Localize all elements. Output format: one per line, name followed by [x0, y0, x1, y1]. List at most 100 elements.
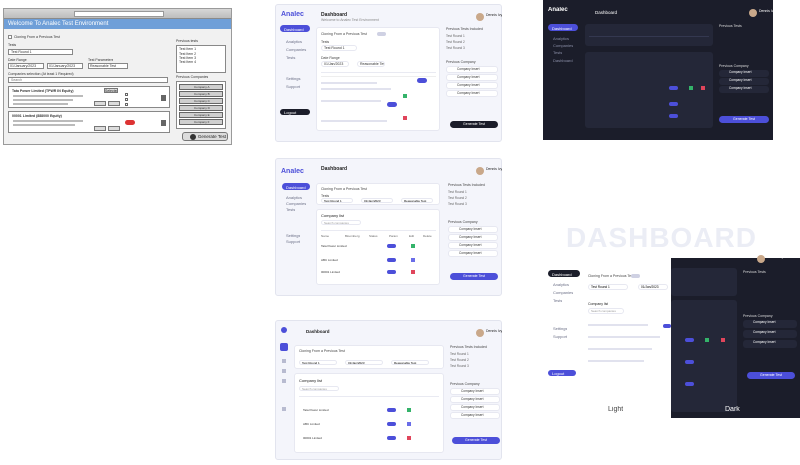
settings-icon[interactable] — [282, 407, 286, 411]
nav-dashboard[interactable]: Dashboard — [280, 25, 310, 32]
tests-select[interactable]: Test Round 1 — [321, 45, 357, 51]
date-input[interactable]: 01/Jan/2023 — [321, 61, 349, 67]
row-1-toggle[interactable] — [417, 78, 427, 83]
row-toggle[interactable] — [669, 102, 678, 106]
company-1-btn-a[interactable] — [94, 101, 106, 106]
params-select[interactable]: Reasonable Test — [401, 198, 433, 203]
row-toggle[interactable] — [669, 86, 678, 90]
avatar[interactable] — [749, 9, 757, 17]
row-toggle[interactable] — [387, 436, 396, 440]
nav-support[interactable]: Support — [286, 239, 301, 244]
previous-company-item[interactable]: Company Insert — [448, 234, 498, 241]
table-row[interactable]: Tata Power Limited — [321, 244, 347, 248]
row-toggle[interactable] — [663, 324, 671, 328]
clone-toggle[interactable] — [631, 274, 640, 278]
tests-select[interactable]: Test Round 1 — [299, 360, 337, 365]
nav-settings[interactable]: Settings — [286, 233, 301, 238]
nav-dashboard[interactable]: Dashboard — [548, 270, 580, 277]
previous-company-item[interactable]: Company Insert — [446, 74, 498, 81]
nav-companies[interactable]: Companies — [286, 47, 307, 52]
previous-test-item[interactable]: Test Item 4 — [179, 60, 197, 64]
previous-test-item[interactable]: Test Item 3 — [179, 56, 197, 60]
nav-settings[interactable]: Settings — [553, 326, 568, 331]
previous-test-item[interactable]: Test Item 2 — [179, 52, 197, 56]
previous-company-item[interactable]: Company Insert — [743, 340, 797, 348]
table-row[interactable]: Tata Power Limited — [303, 408, 329, 412]
avatar[interactable] — [476, 167, 484, 175]
tests-select[interactable]: Test Round 1 — [588, 284, 628, 290]
previous-company-item[interactable]: Company Insert — [719, 78, 769, 85]
previous-company-item[interactable]: Company E — [179, 112, 223, 118]
row-toggle[interactable] — [387, 408, 396, 412]
previous-company-item[interactable]: Company Insert — [719, 86, 769, 93]
nav-companies[interactable]: Companies — [553, 290, 574, 295]
logout-button[interactable]: Logout — [280, 109, 310, 115]
date-from-input[interactable]: 01/January/2023 — [8, 63, 44, 69]
previous-company-item[interactable]: Company D — [179, 105, 223, 111]
companies-icon[interactable] — [282, 369, 286, 373]
previous-test-item[interactable]: Test Round 3 — [448, 202, 467, 206]
previous-test-item[interactable]: Test Round 2 — [446, 40, 465, 44]
nav-analytics[interactable]: Analytics — [553, 282, 570, 287]
avatar[interactable] — [476, 329, 484, 337]
previous-company-item[interactable]: Company Insert — [743, 320, 797, 328]
row-toggle[interactable] — [669, 114, 678, 118]
nav-support[interactable]: Support — [553, 334, 568, 339]
nav-support[interactable]: Support — [286, 84, 301, 89]
search-input[interactable]: Search companies — [299, 386, 339, 391]
previous-company-item[interactable]: Company C — [179, 98, 223, 104]
search-input[interactable]: Search companies — [588, 308, 624, 314]
previous-test-item[interactable]: Test Round 2 — [450, 358, 469, 362]
generate-test-button[interactable]: Generate Test — [450, 121, 498, 128]
params-select[interactable]: Reasonable Test — [88, 63, 128, 69]
previous-company-item[interactable]: Company Insert — [446, 82, 498, 89]
previous-company-item[interactable]: Company Insert — [719, 70, 769, 77]
generate-test-button[interactable]: Generate Test — [719, 116, 769, 123]
tests-select[interactable]: Test Round 1 — [8, 49, 73, 55]
nav-tests[interactable]: Tests — [553, 298, 563, 303]
nav-settings[interactable]: Settings — [286, 76, 301, 81]
row-toggle[interactable] — [387, 258, 396, 262]
tests-select[interactable]: Test Round 1 — [321, 198, 353, 203]
previous-company-item[interactable]: Company Insert — [450, 388, 500, 395]
row-toggle[interactable] — [387, 244, 396, 248]
date-input[interactable]: 01/Jan/2023 — [361, 198, 393, 203]
table-row[interactable]: ABC Limited — [321, 258, 338, 262]
previous-test-item[interactable]: Test Round 2 — [448, 196, 467, 200]
company-card-2[interactable]: 00001 Limited (888000 Equity) — [8, 111, 170, 133]
previous-company-item[interactable]: Company Insert — [450, 412, 500, 419]
date-input[interactable]: 01/Jan/2023 — [345, 360, 383, 365]
tests-icon[interactable] — [282, 379, 286, 383]
date-to-input[interactable]: 01/January/2023 — [47, 63, 83, 69]
row-toggle[interactable] — [685, 360, 694, 364]
previous-tests-list[interactable]: Test Item 1 Test Item 2 Test Item 3 Test… — [176, 45, 226, 73]
dashboard-icon[interactable] — [280, 343, 288, 351]
previous-company-item[interactable]: Company Insert — [448, 226, 498, 233]
previous-test-item[interactable]: Test Round 1 — [446, 34, 465, 38]
generate-test-button[interactable]: Generate Test — [182, 132, 228, 141]
nav-dashboard[interactable]: Dashboard — [282, 183, 310, 190]
company-1-opt-3[interactable] — [125, 103, 128, 106]
previous-test-item[interactable]: Test Round 1 — [450, 352, 469, 356]
trash-icon[interactable] — [161, 120, 166, 126]
nav-analytics[interactable]: Analytics — [286, 39, 303, 44]
company-card-1[interactable]: Tata Power Limited (TPWR IN Equity) Sele… — [8, 86, 170, 108]
previous-test-item[interactable]: Test Round 3 — [450, 364, 469, 368]
nav-companies[interactable]: Companies — [553, 43, 574, 48]
previous-company-item[interactable]: Company A — [179, 84, 223, 90]
previous-company-item[interactable]: Company Insert — [446, 66, 498, 73]
previous-test-item[interactable]: Test Item 1 — [179, 47, 197, 51]
previous-company-item[interactable]: Company Insert — [448, 242, 498, 249]
generate-test-button[interactable]: Generate Test — [452, 437, 500, 444]
params-select[interactable]: Reasonable Test — [357, 61, 385, 67]
nav-tests[interactable]: Tests — [553, 50, 563, 55]
nav-tests[interactable]: Tests — [286, 207, 296, 212]
avatar[interactable] — [757, 255, 765, 263]
nav-analytics[interactable]: Analytics — [286, 195, 303, 200]
previous-company-item[interactable]: Company Insert — [450, 404, 500, 411]
company-2-toggle[interactable] — [125, 120, 135, 125]
generate-test-button[interactable]: Generate Test — [450, 273, 498, 280]
previous-test-item[interactable]: Test Round 1 — [448, 190, 467, 194]
trash-icon[interactable] — [161, 95, 166, 101]
logout-button[interactable]: Logout — [548, 370, 576, 376]
